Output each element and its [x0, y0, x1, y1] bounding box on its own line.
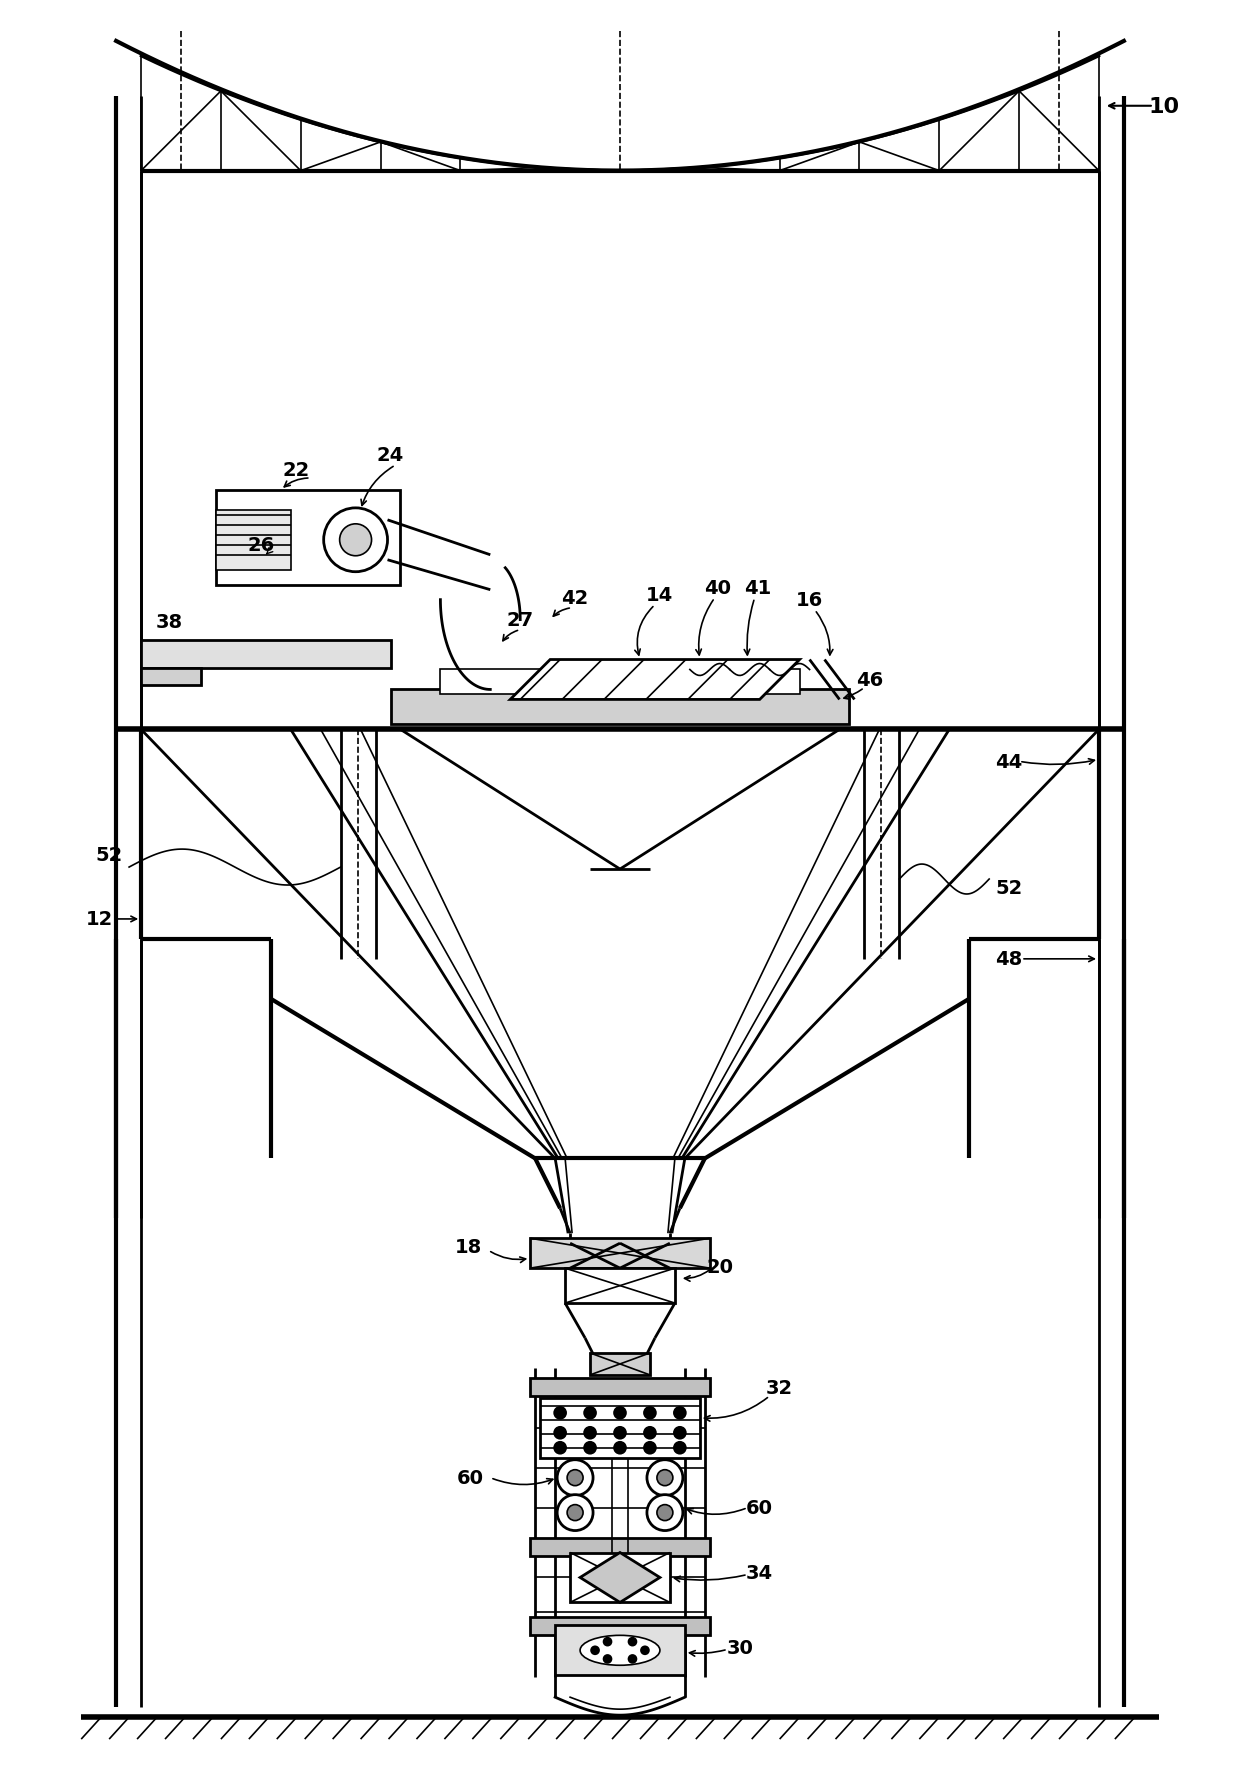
- Circle shape: [641, 1647, 649, 1654]
- Bar: [141, 640, 391, 668]
- Circle shape: [554, 1408, 567, 1418]
- Text: 38: 38: [155, 613, 182, 633]
- Text: 14: 14: [646, 586, 673, 604]
- Bar: [531, 1238, 709, 1269]
- Circle shape: [673, 1442, 686, 1454]
- Circle shape: [584, 1408, 596, 1418]
- Circle shape: [584, 1427, 596, 1438]
- Circle shape: [673, 1408, 686, 1418]
- Circle shape: [604, 1638, 611, 1647]
- Text: 12: 12: [86, 911, 113, 928]
- Text: 10: 10: [1148, 96, 1179, 116]
- Text: 48: 48: [996, 950, 1023, 969]
- Text: 60: 60: [456, 1468, 484, 1488]
- Text: 27: 27: [507, 611, 533, 629]
- Circle shape: [657, 1504, 673, 1520]
- Circle shape: [584, 1442, 596, 1454]
- Ellipse shape: [580, 1636, 660, 1666]
- Circle shape: [614, 1427, 626, 1438]
- Circle shape: [324, 508, 388, 572]
- Bar: [216, 511, 290, 570]
- Text: 34: 34: [746, 1563, 774, 1582]
- Text: 60: 60: [746, 1499, 774, 1516]
- Circle shape: [629, 1655, 636, 1663]
- Bar: [216, 490, 401, 584]
- Circle shape: [340, 524, 372, 556]
- Text: 32: 32: [766, 1379, 794, 1397]
- Circle shape: [557, 1459, 593, 1495]
- Bar: [531, 1377, 709, 1395]
- Circle shape: [657, 1470, 673, 1486]
- Bar: [570, 1552, 670, 1602]
- Text: 40: 40: [704, 579, 732, 597]
- Bar: [391, 690, 849, 725]
- Text: 46: 46: [856, 670, 883, 690]
- Bar: [141, 668, 201, 686]
- Circle shape: [644, 1427, 656, 1438]
- Text: 44: 44: [996, 752, 1023, 772]
- Circle shape: [644, 1442, 656, 1454]
- Text: 16: 16: [796, 592, 823, 609]
- Bar: [541, 1399, 699, 1458]
- Circle shape: [647, 1495, 683, 1531]
- Text: 20: 20: [707, 1256, 733, 1276]
- Circle shape: [557, 1495, 593, 1531]
- Text: 24: 24: [377, 446, 404, 465]
- Text: 52: 52: [95, 845, 123, 864]
- Circle shape: [644, 1408, 656, 1418]
- Circle shape: [629, 1638, 636, 1647]
- Text: 42: 42: [562, 588, 589, 608]
- Bar: [556, 1625, 684, 1675]
- Text: 41: 41: [744, 579, 771, 597]
- Text: 26: 26: [247, 536, 274, 554]
- Bar: [565, 1269, 675, 1303]
- Polygon shape: [580, 1552, 660, 1602]
- Circle shape: [554, 1427, 567, 1438]
- Circle shape: [591, 1647, 599, 1654]
- Bar: [531, 1538, 709, 1556]
- Circle shape: [567, 1470, 583, 1486]
- Circle shape: [673, 1427, 686, 1438]
- Circle shape: [567, 1504, 583, 1520]
- Circle shape: [614, 1442, 626, 1454]
- Text: 52: 52: [996, 879, 1023, 896]
- Circle shape: [614, 1408, 626, 1418]
- Circle shape: [554, 1442, 567, 1454]
- Polygon shape: [510, 659, 800, 700]
- Bar: [440, 670, 800, 695]
- Text: 18: 18: [455, 1237, 482, 1256]
- Text: 22: 22: [283, 462, 309, 479]
- Bar: [531, 1618, 709, 1636]
- Bar: [590, 1353, 650, 1376]
- Circle shape: [604, 1655, 611, 1663]
- Text: 30: 30: [727, 1638, 753, 1657]
- Circle shape: [647, 1459, 683, 1495]
